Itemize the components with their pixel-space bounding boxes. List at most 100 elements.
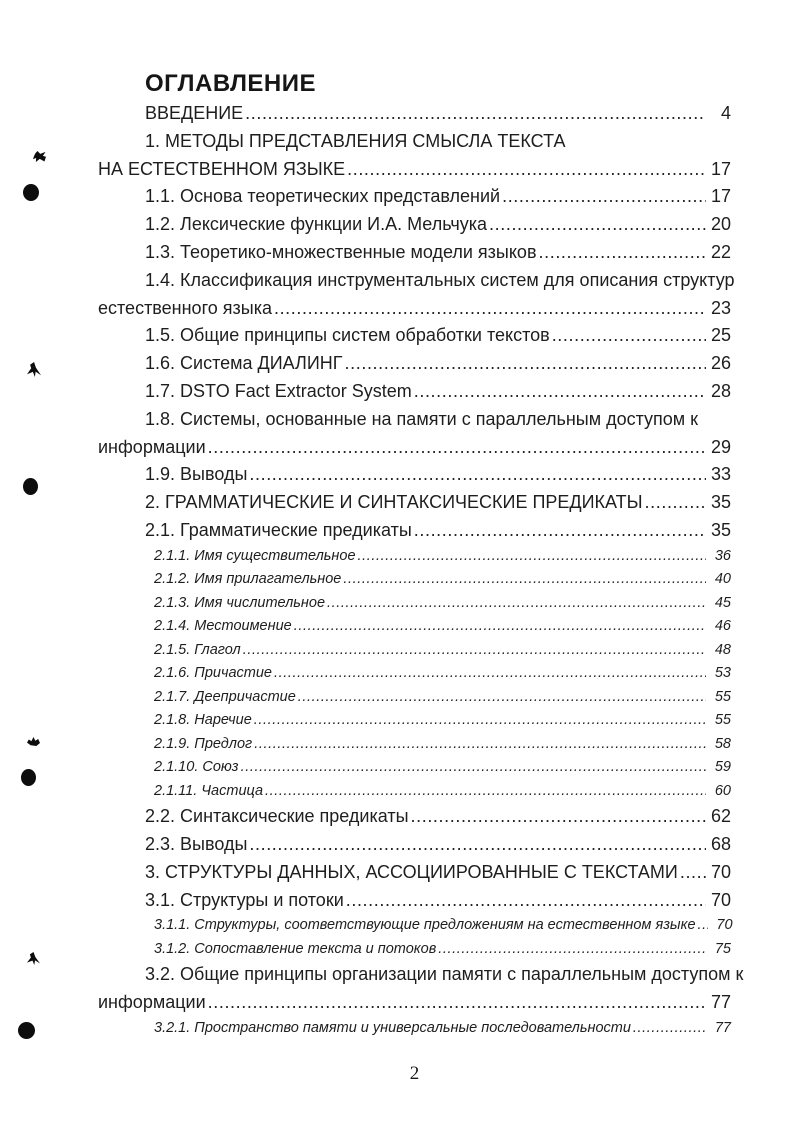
ink-splat-mark bbox=[27, 952, 40, 965]
toc-entry: 2.1.8. Наречие 55 bbox=[98, 709, 731, 733]
dot-leader bbox=[645, 489, 706, 517]
toc-entry: НА ЕСТЕСТВЕННОМ ЯЗЫКЕ 17 bbox=[98, 156, 731, 184]
toc-entry-text: 3.2. Общие принципы организации памяти с… bbox=[145, 964, 744, 985]
toc-entry-page: 77 bbox=[710, 992, 731, 1013]
dot-leader bbox=[254, 709, 706, 733]
toc-entry: 1. МЕТОДЫ ПРЕДСТАВЛЕНИЯ СМЫСЛА ТЕКСТА bbox=[98, 128, 731, 156]
toc-entry-text: 2.1.3. Имя числительное bbox=[154, 594, 326, 611]
toc-title: ОГЛАВЛЕНИЕ bbox=[145, 70, 317, 97]
dot-leader bbox=[265, 780, 706, 804]
toc-entry-page: 36 bbox=[714, 547, 731, 564]
toc-entry-page: 75 bbox=[714, 940, 731, 957]
dot-leader bbox=[346, 887, 706, 915]
toc-entry-page: 77 bbox=[714, 1020, 731, 1037]
toc-entry: 2.1.9. Предлог 58 bbox=[98, 733, 731, 757]
ink-dot-mark bbox=[21, 769, 36, 786]
toc-entry: 1.9. Выводы 33 bbox=[98, 461, 731, 489]
ink-dot-mark bbox=[23, 184, 39, 201]
toc-entry-page: 28 bbox=[710, 380, 731, 401]
toc-entry-page: 35 bbox=[710, 492, 731, 513]
toc-entry-page: 60 bbox=[714, 782, 731, 799]
toc-entry-text: 1.8. Системы, основанные на памяти с пар… bbox=[145, 408, 699, 429]
toc-entry-page: 25 bbox=[710, 325, 731, 346]
toc-entry-page: 17 bbox=[710, 186, 731, 207]
toc-entry: 1.3. Теоретико-множественные модели язык… bbox=[98, 239, 731, 267]
toc-entry-text: ВВЕДЕНИЕ bbox=[145, 103, 244, 123]
dot-leader bbox=[243, 639, 706, 663]
dot-leader bbox=[633, 1017, 706, 1041]
toc-entry: 2. ГРАММАТИЧЕСКИЕ И СИНТАКСИЧЕСКИЕ ПРЕДИ… bbox=[98, 489, 731, 517]
toc-entry-text: 1. МЕТОДЫ ПРЕДСТАВЛЕНИЯ СМЫСЛА ТЕКСТА bbox=[145, 130, 566, 151]
toc-entry-text: 1.5. Общие принципы систем обработки тек… bbox=[145, 325, 550, 346]
toc-entry: 3.2. Общие принципы организации памяти с… bbox=[98, 961, 743, 989]
toc-entry-text: 2.1.8. Наречие bbox=[154, 712, 252, 729]
toc-entry-page: 29 bbox=[710, 436, 731, 457]
toc-entry-text: 1.3. Теоретико-множественные модели язык… bbox=[145, 241, 537, 262]
toc-entry: 2.1.5. Глагол 48 bbox=[98, 639, 731, 663]
dot-leader bbox=[698, 914, 708, 938]
toc-entry: 1.5. Общие принципы систем обработки тек… bbox=[98, 322, 731, 350]
ink-splat-mark bbox=[33, 151, 46, 162]
ink-splat-mark bbox=[27, 362, 41, 377]
toc-entry-text: 3. СТРУКТУРЫ ДАННЫХ, АССОЦИИРОВАННЫЕ С Т… bbox=[145, 861, 678, 882]
toc-entry-text: 2. ГРАММАТИЧЕСКИЕ И СИНТАКСИЧЕСКИЕ ПРЕДИ… bbox=[145, 492, 643, 513]
ink-splat-mark bbox=[27, 737, 40, 746]
toc-entry: 3.1. Структуры и потоки 70 bbox=[98, 887, 731, 915]
toc-entry-page: 53 bbox=[714, 665, 731, 682]
toc-entry: 2.1.4. Местоимение 46 bbox=[98, 615, 731, 639]
toc-entry-text: 2.1.6. Причастие bbox=[154, 665, 272, 682]
dot-leader bbox=[254, 733, 706, 757]
toc-entry-page: 68 bbox=[710, 834, 731, 855]
toc-entry-page: 55 bbox=[714, 688, 731, 705]
toc-entry: 1.2. Лексические функции И.А. Мельчука 2… bbox=[98, 211, 731, 239]
toc-entry-text: 1.9. Выводы bbox=[145, 464, 248, 485]
toc-entry-text: 2.1.11. Частица bbox=[154, 782, 264, 799]
toc-entry-page: 45 bbox=[714, 594, 731, 611]
toc-entry-text: информации bbox=[98, 436, 206, 457]
toc-entry-page: 26 bbox=[710, 353, 731, 374]
dot-leader bbox=[489, 211, 706, 239]
toc-entry: информации 77 bbox=[98, 989, 731, 1017]
toc-entry-page: 59 bbox=[714, 759, 731, 776]
dot-leader bbox=[298, 686, 706, 710]
toc-entry: 3. СТРУКТУРЫ ДАННЫХ, АССОЦИИРОВАННЫЕ С Т… bbox=[98, 859, 731, 887]
toc-entry: 2.2. Синтаксические предикаты 62 bbox=[98, 803, 731, 831]
dot-leader bbox=[438, 938, 706, 962]
toc-entry-text: 1.6. Система ДИАЛИНГ bbox=[145, 353, 343, 374]
toc-entry: 2.1.7. Деепричастие 55 bbox=[98, 686, 731, 710]
dot-leader bbox=[294, 615, 706, 639]
dot-leader bbox=[249, 831, 706, 859]
toc-entry-text: 2.1. Грамматические предикаты bbox=[145, 519, 412, 540]
dot-leader bbox=[552, 322, 706, 350]
toc-entry-page: 22 bbox=[710, 241, 731, 262]
toc-entry-page: 55 bbox=[714, 712, 731, 729]
dot-leader bbox=[347, 156, 706, 184]
dot-leader bbox=[680, 859, 706, 887]
toc-entry: информации 29 bbox=[98, 434, 731, 462]
toc-entry-text: 2.1.9. Предлог bbox=[154, 735, 253, 752]
toc-entry: 2.1.10. Союз 59 bbox=[98, 756, 731, 780]
toc-entry-page: 33 bbox=[710, 464, 731, 485]
toc-entry: 2.3. Выводы 68 bbox=[98, 831, 731, 859]
toc-entry: 2.1.3. Имя числительное 45 bbox=[98, 592, 731, 616]
toc-entry-page: 4 bbox=[720, 103, 731, 123]
toc-entry-page: 40 bbox=[714, 571, 731, 588]
toc-entry: естественного языка 23 bbox=[98, 295, 731, 323]
dot-leader bbox=[249, 461, 706, 489]
dot-leader bbox=[343, 568, 706, 592]
dot-leader bbox=[274, 295, 706, 323]
toc-section: ОГЛАВЛЕНИЕ ВВЕДЕНИЕ 4 1. МЕТОДЫ ПРЕДСТАВЛЕ… bbox=[98, 70, 743, 1041]
toc-entry: 1.8. Системы, основанные на памяти с пар… bbox=[98, 406, 731, 434]
toc-entry-text: 1.1. Основа теоретических представлений bbox=[145, 186, 501, 207]
toc-entry-text: НА ЕСТЕСТВЕННОМ ЯЗЫКЕ bbox=[98, 158, 346, 179]
dot-leader bbox=[414, 517, 706, 545]
toc-entry-text: естественного языка bbox=[98, 297, 272, 318]
dot-leader bbox=[208, 989, 706, 1017]
toc-entry-page: 62 bbox=[710, 806, 731, 827]
toc-list: ВВЕДЕНИЕ 4 1. МЕТОДЫ ПРЕДСТАВЛЕНИЯ СМЫСЛА … bbox=[98, 100, 743, 1041]
toc-entry: 2.1.11. Частица 60 bbox=[98, 780, 731, 804]
toc-entry-text: 1.7. DSTO Fact Extractor System bbox=[145, 380, 412, 401]
toc-entry: 2.1. Грамматические предикаты 35 bbox=[98, 517, 731, 545]
toc-entry: ВВЕДЕНИЕ 4 bbox=[98, 100, 731, 128]
